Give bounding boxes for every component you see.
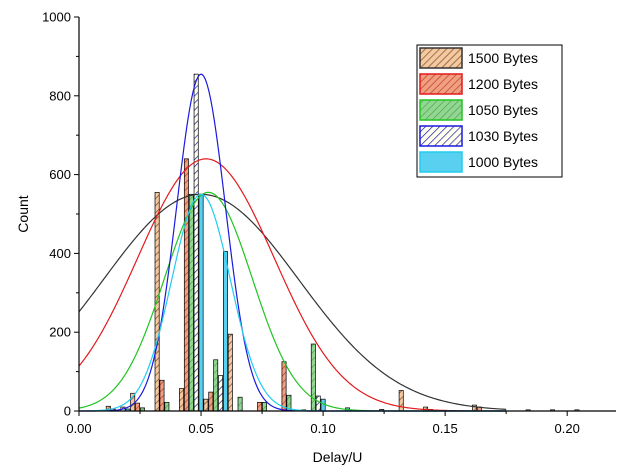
bar-1200-bytes-6 bbox=[281, 361, 287, 412]
x-tick-label: 0.10 bbox=[310, 421, 335, 436]
bar-1500-bytes-4 bbox=[203, 398, 209, 412]
y-axis-title: Count bbox=[15, 195, 31, 232]
y-tick-label: 200 bbox=[49, 325, 71, 340]
bar-1500-bytes-7 bbox=[398, 390, 404, 412]
bar-1050-bytes-2 bbox=[188, 193, 194, 412]
legend-swatch-1050-bytes bbox=[419, 99, 463, 121]
y-tick-label: 0 bbox=[64, 404, 71, 419]
legend-label-1030-bytes: 1030 Bytes bbox=[468, 128, 538, 144]
bar-1050-bytes-3 bbox=[213, 359, 219, 412]
x-tick-label: 0.00 bbox=[66, 421, 91, 436]
legend: 1500 Bytes 1200 Bytes 1050 Bytes 1030 Bytes… bbox=[416, 44, 563, 178]
y-tick-label: 1000 bbox=[42, 10, 71, 25]
bar-1030-bytes-2 bbox=[218, 375, 224, 412]
bar-1500-bytes-3 bbox=[179, 388, 184, 412]
x-axis-title: Delay/U bbox=[313, 449, 363, 465]
bar-1050-bytes-5 bbox=[262, 401, 267, 412]
y-tick-label: 600 bbox=[49, 167, 71, 182]
bar-1000-bytes-2 bbox=[223, 251, 228, 412]
legend-label-1200-bytes: 1200 Bytes bbox=[468, 76, 538, 92]
y-tick-label: 400 bbox=[49, 246, 71, 261]
legend-label-1000-bytes: 1000 Bytes bbox=[468, 154, 538, 170]
legend-swatch-1200-bytes bbox=[419, 73, 463, 95]
bar-1200-bytes-1 bbox=[135, 402, 141, 412]
bar-1050-bytes-1 bbox=[164, 401, 170, 412]
bar-1050-bytes-7 bbox=[310, 343, 316, 412]
bar-1500-bytes-5 bbox=[227, 333, 233, 412]
x-tick-label: 0.05 bbox=[188, 421, 213, 436]
legend-swatch-1030-bytes bbox=[419, 125, 463, 147]
legend-swatch-1000-bytes bbox=[419, 151, 463, 173]
x-tick-label: 0.20 bbox=[555, 421, 580, 436]
fit-curve-1500-bytes bbox=[78, 193, 507, 410]
bar-1050-bytes-4 bbox=[237, 396, 243, 412]
x-tick-label: 0.15 bbox=[432, 421, 457, 436]
bar-1000-bytes-1 bbox=[198, 193, 204, 412]
bar-1030-bytes-3 bbox=[315, 395, 321, 412]
bar-1000-bytes-3 bbox=[320, 398, 326, 412]
bar-1200-bytes-4 bbox=[208, 391, 214, 412]
legend-swatch-1500-bytes bbox=[419, 47, 463, 69]
bar-1200-bytes-5 bbox=[257, 401, 263, 412]
y-tick-label: 800 bbox=[49, 88, 71, 103]
legend-label-1050-bytes: 1050 Bytes bbox=[468, 102, 538, 118]
legend-label-1500-bytes: 1500 Bytes bbox=[468, 50, 538, 66]
bar-1200-bytes-2 bbox=[159, 379, 165, 412]
bar-1030-bytes-1 bbox=[193, 73, 199, 412]
fit-curve-1200-bytes bbox=[78, 158, 507, 412]
axes-layer: 0.00 0.05 0.10 0.15 0.20 0 200 400 600 800 1000 Del… bbox=[15, 10, 616, 465]
